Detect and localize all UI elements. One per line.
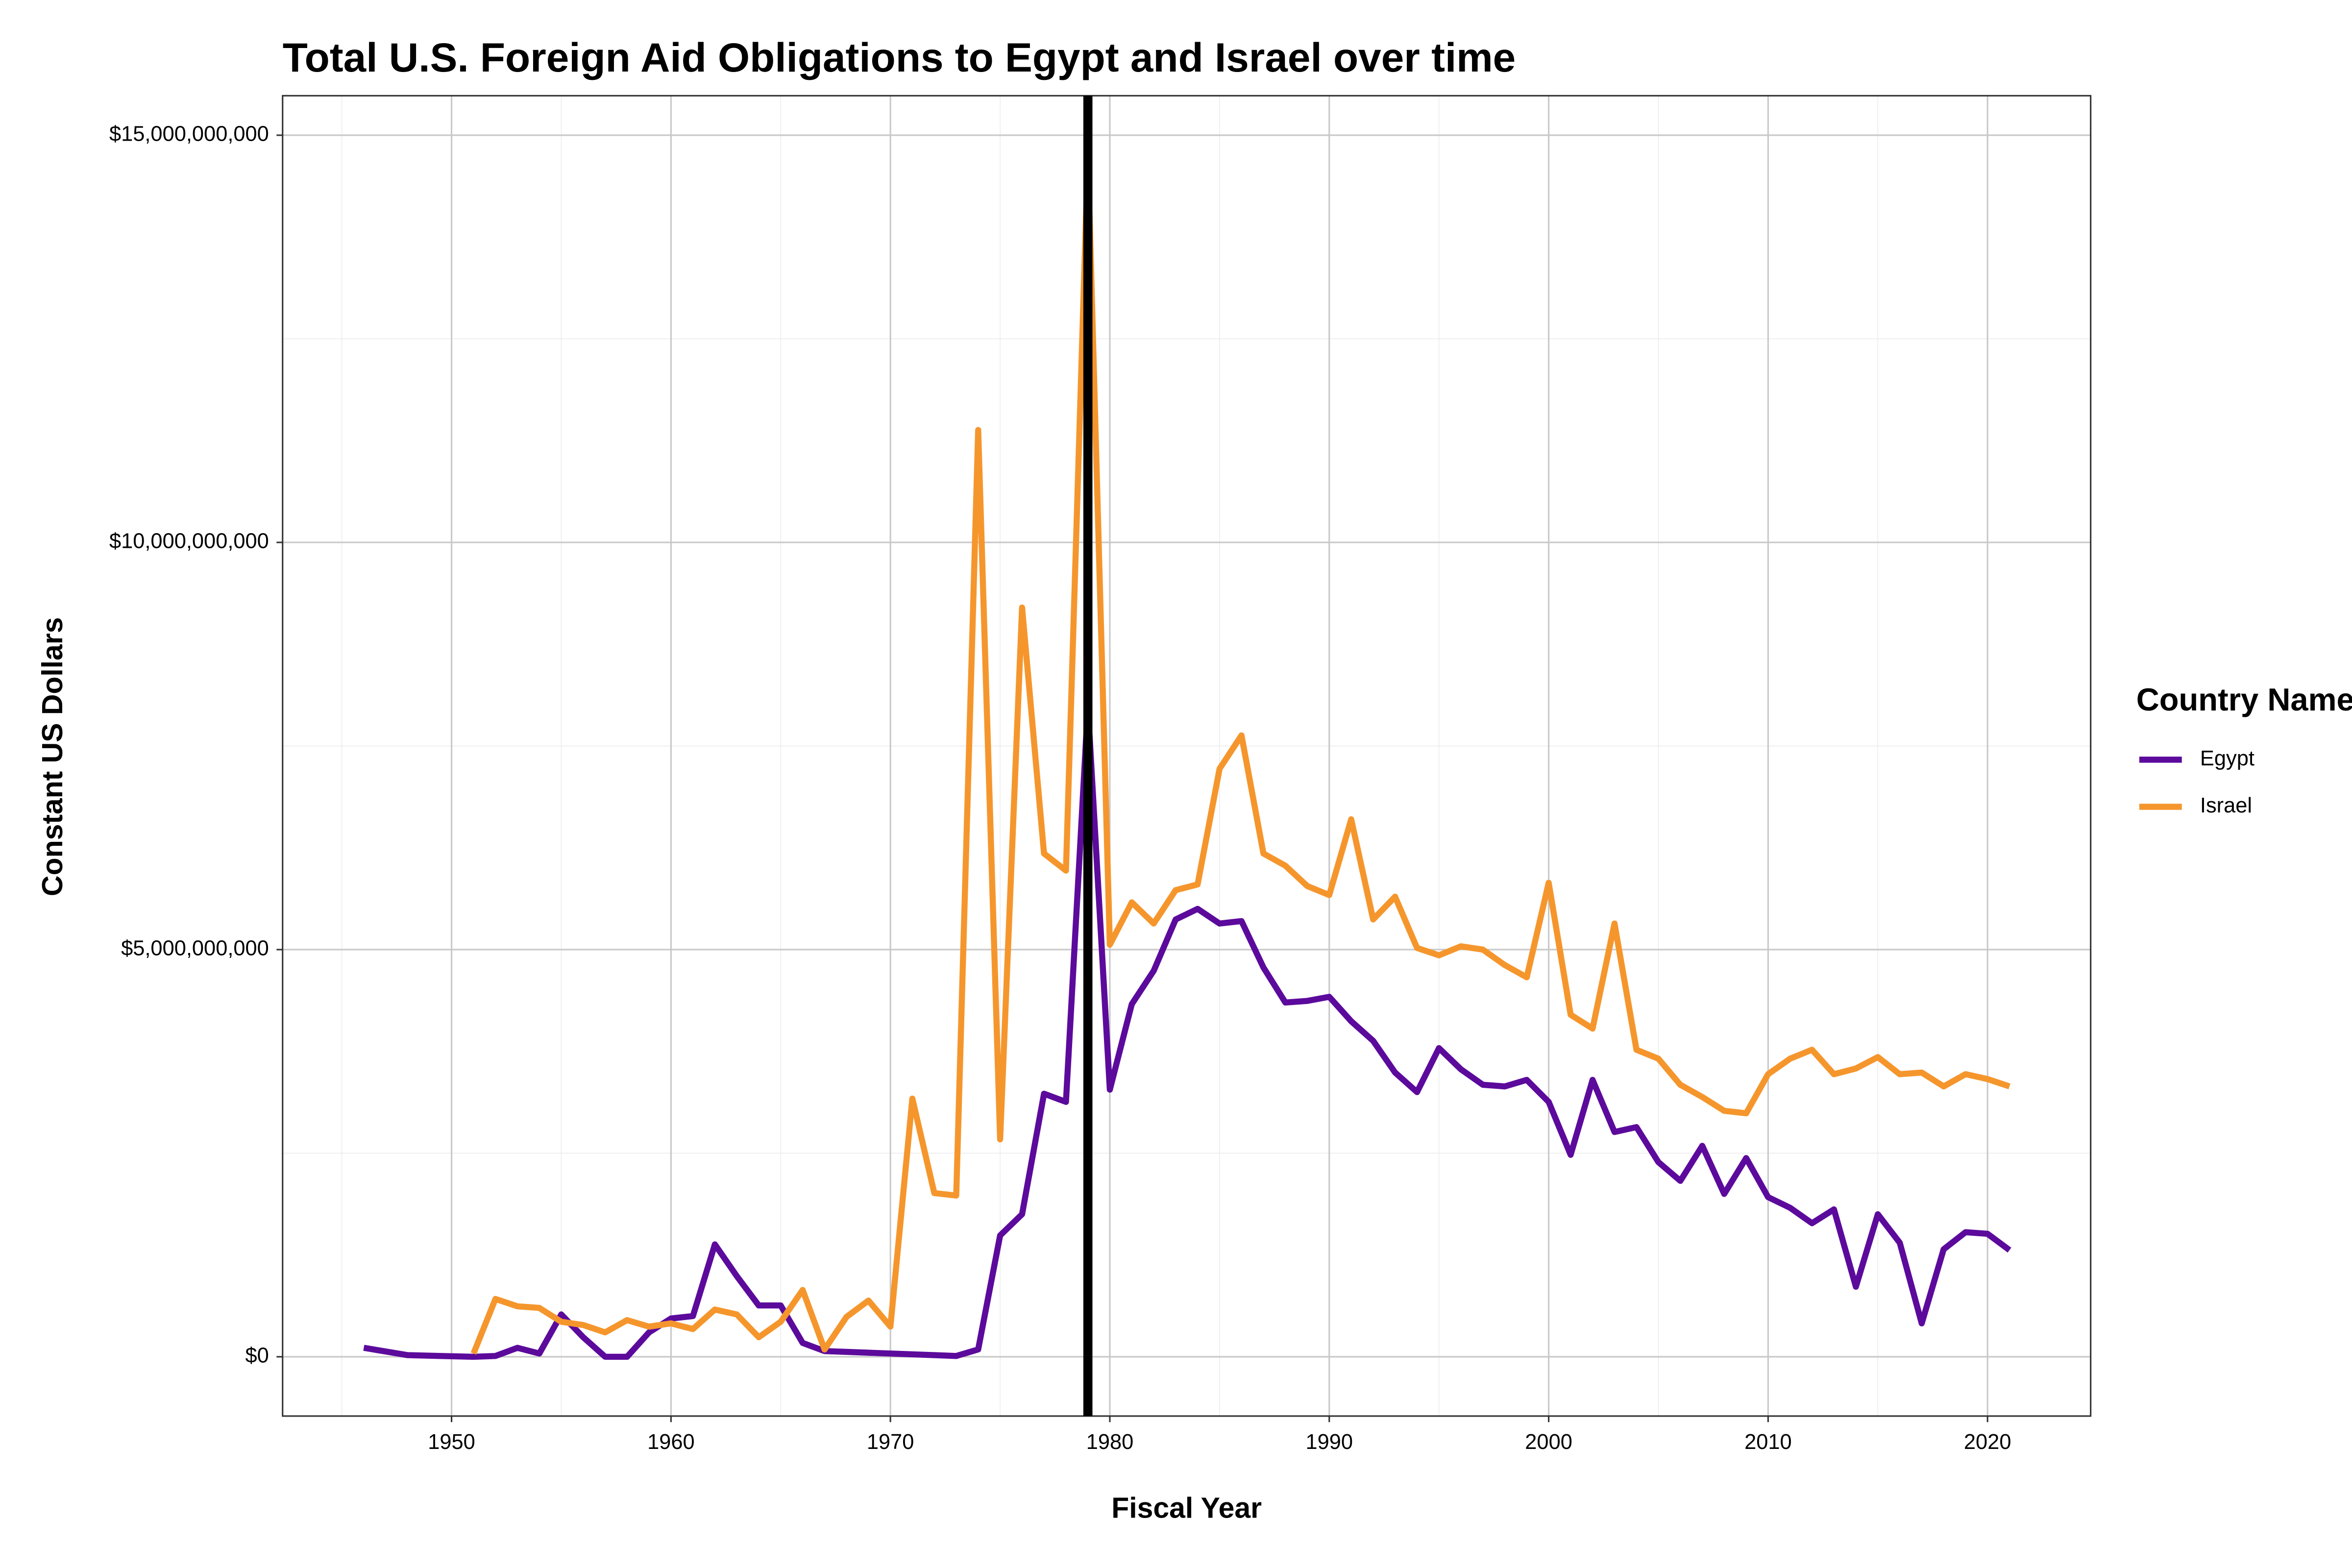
- y-tick-label: $5,000,000,000: [121, 936, 269, 960]
- legend-label: Egypt: [2200, 747, 2254, 770]
- series-line: [363, 703, 2011, 1360]
- x-tick-label: 1960: [647, 1430, 695, 1454]
- y-tick-label: $10,000,000,000: [109, 529, 269, 553]
- legend-label: Israel: [2200, 794, 2252, 817]
- plot-border: [282, 95, 2092, 1417]
- x-tick-label: 2000: [1525, 1430, 1572, 1454]
- x-tick-label: 1990: [1305, 1430, 1353, 1454]
- x-tick-label: 2020: [1964, 1430, 2011, 1454]
- x-tick-label: 2010: [1744, 1430, 1792, 1454]
- legend-title: Country Name: [2136, 682, 2352, 717]
- series-line: [470, 151, 2010, 1355]
- x-tick-label: 1980: [1086, 1430, 1134, 1454]
- x-axis-label: Fiscal Year: [1111, 1493, 1262, 1524]
- x-tick-label: 1970: [867, 1430, 914, 1454]
- y-tick-label: $15,000,000,000: [109, 122, 269, 146]
- chart-title: Total U.S. Foreign Aid Obligations to Eg…: [283, 34, 1516, 80]
- y-axis-label: Constant US Dollars: [37, 617, 69, 896]
- x-tick-label: 1950: [428, 1430, 475, 1454]
- y-tick-label: $0: [245, 1344, 269, 1367]
